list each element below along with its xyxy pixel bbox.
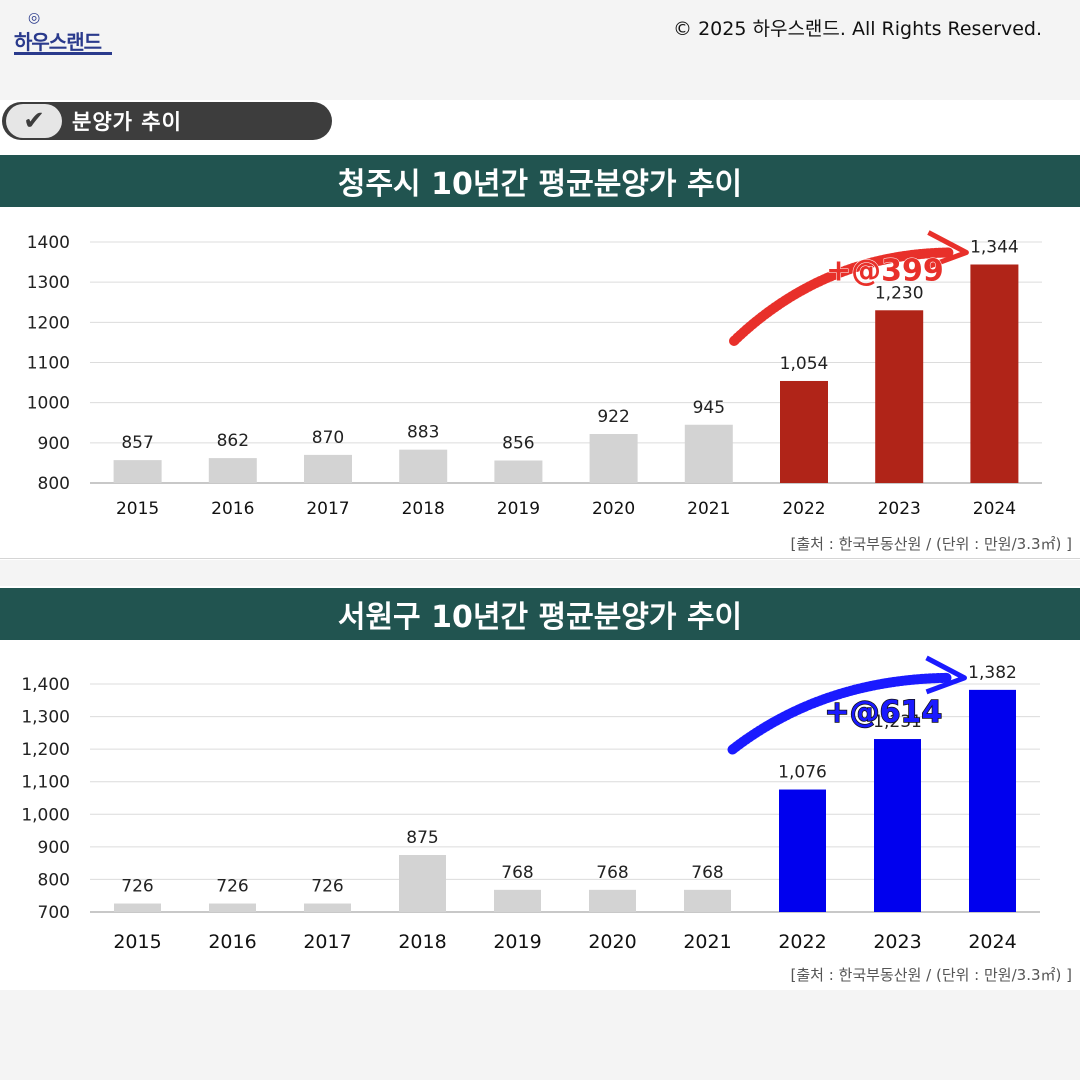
y-tick-label: 1400 [27,233,70,253]
x-tick-label: 2021 [687,499,730,519]
data-label: 945 [693,398,725,418]
bar [399,449,448,483]
checkmark-icon: ✔ [6,104,62,138]
bar [780,380,828,483]
data-label: 768 [691,863,723,883]
bar [684,889,731,912]
logo-mark-icon: ◎ [28,10,41,26]
growth-arrowhead [925,655,967,695]
growth-arrow [727,672,952,755]
chart-1-source: [출처 : 한국부동산원 / (단위 : 만원/3.3㎡) ] [790,535,1072,553]
data-label: 1,076 [778,763,827,783]
chart-2-plot: 700 800 900 1,000 1,100 1,200 1,300 1,400 726 201… [21,655,1040,953]
data-label: 726 [216,877,248,897]
chart-1-title: 청주시 10년간 평균분양가 추이 [0,155,1080,207]
y-tick-label: 700 [38,903,70,923]
chart-1-plot: 800 900 1000 1100 1200 1300 1400 857 2015 862 2016… [27,230,1042,519]
bar [970,264,1019,483]
panel-divider [0,558,1080,559]
x-tick-label: 2019 [493,931,541,953]
y-tick-label: 1200 [27,313,70,333]
y-tick-label: 1000 [27,394,70,414]
x-tick-label: 2020 [592,499,635,519]
bar [494,889,541,912]
data-label: 870 [312,428,344,448]
bar [684,424,733,483]
bar [304,454,352,483]
y-tick-label: 1,300 [21,708,70,728]
data-label: 862 [217,431,249,451]
x-tick-label: 2023 [873,931,921,953]
x-tick-label: 2024 [968,931,1016,953]
y-tick-label: 1,000 [21,805,70,825]
data-label: 856 [502,434,534,454]
growth-annotation: +@399 [826,253,944,288]
data-label: 1,054 [780,354,829,374]
copyright-text: © 2025 하우스랜드. All Rights Reserved. [673,18,1042,40]
bar [114,903,161,912]
data-label: 726 [311,877,343,897]
brand-logo[interactable]: ◎ 하우스랜드 [14,10,114,55]
y-tick-label: 1,400 [21,675,70,695]
x-tick-label: 2016 [211,499,254,519]
x-tick-label: 2017 [306,499,349,519]
data-label: 768 [501,863,533,883]
bar [779,789,826,912]
bar [875,310,924,483]
x-tick-label: 2019 [497,499,540,519]
data-label: 1,231 [873,712,922,732]
y-tick-label: 900 [38,434,70,454]
chart-2-source: [출처 : 한국부동산원 / (단위 : 만원/3.3㎡) ] [790,966,1072,984]
y-tick-label: 1,200 [21,740,70,760]
x-tick-label: 2018 [398,931,446,953]
x-tick-label: 2022 [782,499,825,519]
growth-arrowhead [927,230,969,269]
data-label: 768 [596,863,628,883]
x-tick-label: 2015 [116,499,159,519]
x-tick-label: 2020 [588,931,636,953]
section-header: ✔ 분양가 추이 [2,102,332,140]
bar [209,903,256,912]
bar [589,433,638,483]
bar [208,458,257,483]
x-tick-label: 2015 [113,931,161,953]
data-label: 1,230 [875,283,924,303]
data-label: 726 [121,877,153,897]
data-label: 857 [121,433,153,453]
y-tick-label: 800 [38,474,70,494]
data-label: 1,344 [970,237,1019,257]
x-tick-label: 2022 [778,931,826,953]
growth-arrow [729,247,954,346]
x-tick-label: 2021 [683,931,731,953]
section-label: 분양가 추이 [72,110,182,134]
bar [304,903,351,912]
x-tick-label: 2017 [303,931,351,953]
x-tick-label: 2018 [402,499,445,519]
y-tick-label: 800 [38,870,70,890]
bar [494,460,543,483]
data-label: 875 [406,828,438,848]
growth-annotation: +@614 [825,695,943,730]
x-tick-label: 2016 [208,931,256,953]
chart-2-title: 서원구 10년간 평균분양가 추이 [0,588,1080,640]
y-tick-label: 1,100 [21,773,70,793]
data-label: 922 [597,407,629,427]
y-tick-label: 1100 [27,354,70,374]
x-tick-label: 2024 [973,499,1016,519]
bar [589,889,636,912]
bar [969,689,1016,912]
bar [399,855,446,912]
data-label: 1,382 [968,663,1017,683]
bar [113,460,162,483]
bar [874,739,921,912]
logo-text: 하우스랜드 [14,30,102,54]
x-tick-label: 2023 [878,499,921,519]
logo-underline [14,52,112,55]
y-tick-label: 900 [38,838,70,858]
data-label: 883 [407,423,439,443]
y-tick-label: 1300 [27,273,70,293]
